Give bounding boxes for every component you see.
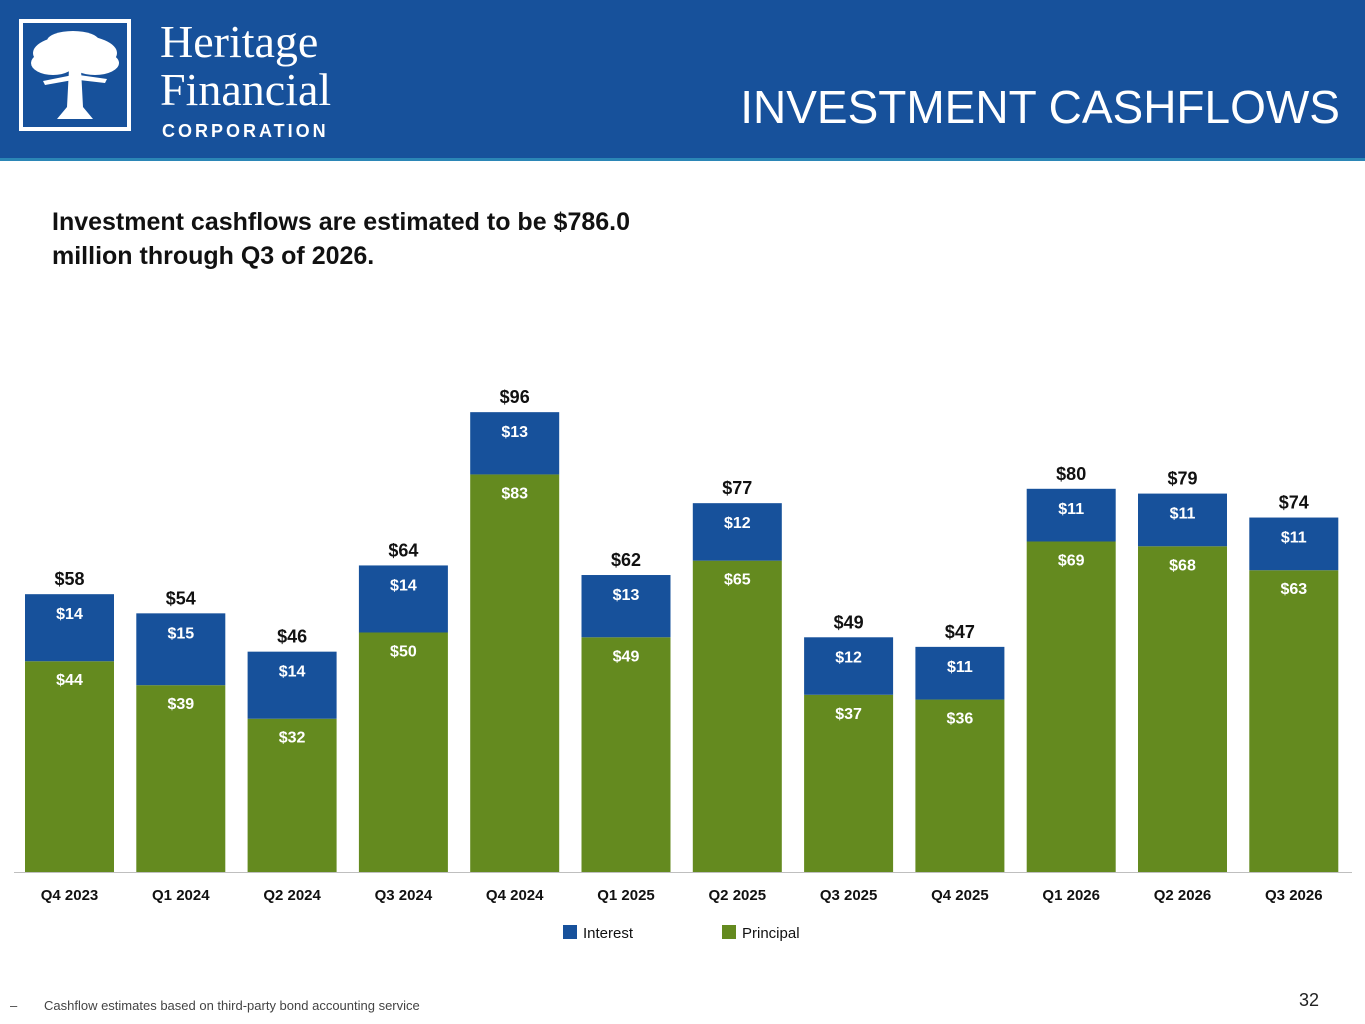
stacked-bar-chart: $44 $14 $58 Q4 2023 $39 $15 $54 Q1 2024 $32 $14 $4… <box>14 387 1352 942</box>
principal-bar <box>247 718 337 872</box>
interest-bar <box>804 637 894 695</box>
interest-value-label: $14 <box>279 664 306 681</box>
principal-bar <box>1249 570 1339 872</box>
principal-bar <box>25 661 114 872</box>
principal-value-label: $83 <box>501 485 528 502</box>
x-tick-label: Q1 2026 <box>1042 887 1100 904</box>
footnote: – Cashflow estimates based on third-party… <box>10 998 420 1013</box>
oak-tree-icon <box>31 31 119 119</box>
interest-value-label: $11 <box>1170 506 1196 523</box>
interest-bar <box>136 613 226 686</box>
x-tick-label: Q1 2025 <box>597 887 655 904</box>
footnote-bullet: – <box>10 998 18 1013</box>
interest-value-label: $14 <box>56 606 83 623</box>
x-tick-label: Q3 2026 <box>1265 887 1323 904</box>
legend-label: Interest <box>583 925 634 942</box>
page-number: 32 <box>1298 990 1319 1010</box>
total-value-label: $54 <box>166 588 196 608</box>
header-bar: Heritage Financial CORPORATION INVESTMEN… <box>0 0 1365 161</box>
principal-value-label: $39 <box>167 696 194 713</box>
x-tick-label: Q2 2025 <box>709 887 767 904</box>
principal-value-label: $63 <box>1280 581 1307 598</box>
brand-name-line1: Heritage <box>160 16 319 67</box>
legend-swatch <box>722 925 736 939</box>
total-value-label: $96 <box>500 387 530 407</box>
total-value-label: $79 <box>1167 469 1197 489</box>
principal-bar <box>915 699 1005 872</box>
total-value-label: $58 <box>54 569 84 589</box>
interest-bar <box>581 575 671 638</box>
interest-value-label: $14 <box>390 577 417 594</box>
legend-label: Principal <box>742 925 800 942</box>
brand-name-line2: Financial <box>160 64 332 115</box>
principal-value-label: $65 <box>724 572 751 589</box>
principal-value-label: $50 <box>390 644 417 661</box>
x-tick-label: Q3 2024 <box>375 887 433 904</box>
total-value-label: $80 <box>1056 464 1086 484</box>
x-tick-label: Q2 2024 <box>263 887 321 904</box>
x-tick-label: Q4 2024 <box>486 887 544 904</box>
principal-value-label: $69 <box>1058 552 1085 569</box>
x-tick-label: Q4 2025 <box>931 887 989 904</box>
page-title: INVESTMENT CASHFLOWS <box>740 81 1340 133</box>
principal-bar <box>470 474 560 872</box>
legend-swatch <box>563 925 577 939</box>
principal-value-label: $37 <box>835 706 862 723</box>
interest-bar <box>1138 493 1227 547</box>
interest-value-label: $13 <box>501 424 528 441</box>
principal-bar <box>692 560 782 872</box>
interest-bar <box>470 412 560 475</box>
interest-value-label: $11 <box>1058 501 1084 518</box>
interest-value-label: $12 <box>835 649 862 666</box>
interest-value-label: $11 <box>1281 530 1307 547</box>
interest-bar <box>247 651 337 719</box>
principal-bar <box>136 685 226 872</box>
principal-value-label: $49 <box>613 648 640 665</box>
principal-bar <box>581 637 671 872</box>
headline: Investment cashflows are estimated to be… <box>52 208 631 270</box>
footnote-text: Cashflow estimates based on third-party … <box>44 998 420 1013</box>
x-tick-label: Q3 2025 <box>820 887 878 904</box>
interest-bar <box>692 503 782 561</box>
principal-value-label: $68 <box>1169 557 1196 574</box>
interest-bar <box>25 594 114 662</box>
interest-bar <box>1249 517 1339 571</box>
interest-value-label: $12 <box>724 515 751 532</box>
interest-bar <box>358 565 448 633</box>
logo <box>19 19 131 131</box>
interest-value-label: $13 <box>613 587 640 604</box>
x-tick-label: Q4 2023 <box>41 887 99 904</box>
total-value-label: $49 <box>834 612 864 632</box>
principal-bar <box>358 632 448 872</box>
total-value-label: $47 <box>945 622 975 642</box>
interest-bar <box>1026 488 1116 542</box>
principal-value-label: $32 <box>279 730 306 747</box>
total-value-label: $64 <box>388 540 418 560</box>
total-value-label: $74 <box>1279 493 1309 513</box>
interest-value-label: $11 <box>947 659 973 676</box>
principal-value-label: $44 <box>56 672 83 689</box>
principal-bar <box>804 694 894 872</box>
total-value-label: $62 <box>611 550 641 570</box>
x-tick-label: Q2 2026 <box>1154 887 1212 904</box>
interest-value-label: $15 <box>167 625 194 642</box>
interest-bar <box>915 646 1005 700</box>
principal-value-label: $36 <box>947 711 974 728</box>
x-tick-label: Q1 2024 <box>152 887 210 904</box>
total-value-label: $77 <box>722 478 752 498</box>
principal-bar <box>1026 541 1116 872</box>
total-value-label: $46 <box>277 627 307 647</box>
principal-bar <box>1138 546 1227 872</box>
brand-name-line3: CORPORATION <box>162 121 329 141</box>
